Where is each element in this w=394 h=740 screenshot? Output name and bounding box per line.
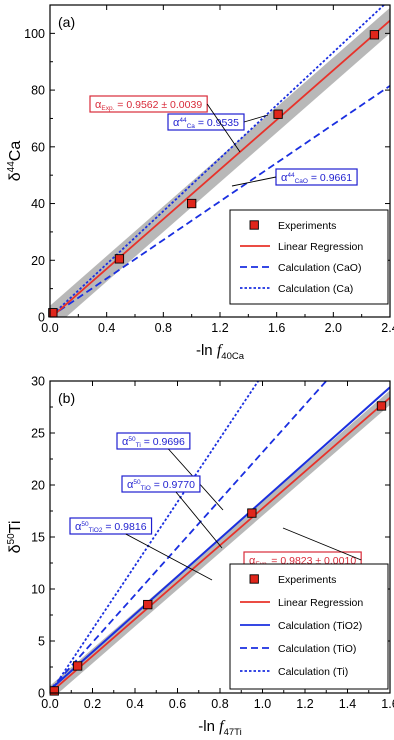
- x-tick-label: 1.6: [268, 321, 285, 335]
- y-axis-label: δ44Ca: [6, 141, 24, 182]
- panel-a-chart: 0.0 0.4 0.8 1.2 1.6 2.0 2.4 0 20 40 60 80 100 (a) -ln …: [6, 4, 394, 362]
- experiment-marker: [273, 109, 283, 119]
- experiment-marker: [376, 401, 387, 411]
- experiment-marker: [247, 508, 257, 518]
- legend: Experiments Linear Regression Calculation …: [229, 209, 389, 305]
- y-tick-label: 0: [38, 687, 45, 701]
- calculation-line: [50, 85, 390, 317]
- legend-label: Calculation (Ca): [278, 283, 353, 295]
- annotation: α50TiO2 = 0.9816: [69, 517, 213, 581]
- legend-label: Calculation (TiO): [278, 643, 356, 655]
- annotation-leader: [125, 533, 213, 581]
- y-tick-label: 20: [31, 479, 45, 493]
- legend-label: Linear Regression: [278, 241, 363, 253]
- x-tick-label: 2.0: [325, 321, 342, 335]
- y-tick-label: 25: [31, 427, 45, 441]
- x-tick-label: 0.0: [41, 321, 58, 335]
- annotation: α50Ti = 0.9696: [116, 432, 224, 511]
- annotation: α44CaO = 0.9661: [231, 168, 358, 187]
- plot-area: [50, 5, 390, 317]
- annotation-leader: [243, 114, 269, 123]
- legend-marker: [249, 220, 259, 230]
- annotation: α50TiO = 0.9770: [121, 475, 223, 549]
- legend-label: Calculation (CaO): [278, 262, 361, 274]
- panel-b-chart: 0.0 0.2 0.4 0.6 0.8 1.0 1.2 1.4 1.6 0 5 10 15 20 25 30 (…: [6, 375, 394, 739]
- x-tick-label: 1.2: [211, 321, 228, 335]
- annotation-text: α50TiO2 = 0.9816: [75, 521, 147, 534]
- y-tick-label: 0: [38, 311, 45, 325]
- annotation-leader: [206, 103, 241, 153]
- annotation-box: [116, 432, 191, 450]
- experiment-marker: [114, 254, 125, 264]
- x-tick-label: 1.4: [339, 697, 356, 711]
- experiment-marker: [187, 198, 197, 209]
- legend-label: Experiments: [278, 220, 336, 232]
- panel-label: (a): [58, 14, 75, 30]
- x-axis-label: -ln f47Ti: [198, 718, 241, 738]
- confidence-band: [50, 390, 390, 693]
- y-tick-label: 60: [31, 140, 45, 154]
- x-tick-label: 2.4: [381, 321, 394, 335]
- confidence-band: [50, 7, 390, 317]
- experiment-marker: [143, 599, 153, 610]
- annotation-box: [69, 517, 153, 535]
- y-tick-label: 5: [38, 635, 45, 649]
- y-tick-label: 40: [31, 197, 45, 211]
- annotation-leader: [282, 527, 362, 561]
- annotation-text: α44CaO = 0.9661: [281, 172, 352, 185]
- y-tick-label: 30: [31, 375, 45, 389]
- y-axis-label: δ50Ti: [6, 521, 24, 554]
- x-tick-label: 0.8: [211, 697, 228, 711]
- annotation-leader: [175, 491, 223, 549]
- annotation: αExp. = 0.9562 ± 0.0039: [89, 95, 241, 153]
- experiment-marker: [72, 661, 83, 671]
- legend-box: [229, 563, 389, 690]
- x-tick-label: 1.6: [381, 697, 394, 711]
- y-tick-label: 15: [31, 531, 45, 545]
- legend: Experiments Linear Regression Calculation …: [229, 563, 389, 690]
- annotation-text: α50Ti = 0.9696: [122, 436, 185, 449]
- experiment-marker: [49, 686, 59, 696]
- experiment-marker: [369, 30, 380, 40]
- legend-label: Calculation (TiO2): [278, 620, 362, 632]
- y-tick-label: 100: [24, 27, 45, 41]
- calculation-line: [50, 381, 327, 691]
- annotation-text: α44Ca = 0.9535: [173, 117, 239, 130]
- annotation: α44Ca = 0.9535: [167, 113, 269, 131]
- annotation-leader: [231, 176, 277, 187]
- x-tick-label: 0.4: [98, 321, 115, 335]
- calculation-line: [50, 381, 259, 693]
- annotation-text: α50TiO = 0.9770: [127, 479, 195, 492]
- y-tick-label: 10: [31, 583, 45, 597]
- legend-marker: [249, 574, 259, 584]
- y-tick-label: 20: [31, 254, 45, 268]
- x-tick-label: 0.4: [126, 697, 143, 711]
- regression-line: [50, 19, 390, 317]
- annotation-box: [121, 475, 201, 493]
- y-tick-label: 80: [31, 84, 45, 98]
- x-tick-label: 0.8: [155, 321, 172, 335]
- legend-label: Experiments: [278, 574, 336, 586]
- annotation-text: αExp. = 0.9562 ± 0.0039: [95, 99, 202, 112]
- x-axis-label: -ln f40Ca: [196, 342, 245, 362]
- annotation: αExp. = 0.9823 ± 0.0010: [243, 527, 362, 569]
- x-tick-label: 1.2: [296, 697, 313, 711]
- calculation-line: [50, 386, 390, 691]
- calculation-line: [50, 5, 386, 317]
- x-tick-label: 0.0: [41, 697, 58, 711]
- legend-label: Calculation (Ti): [278, 666, 348, 678]
- panel-label: (b): [58, 390, 75, 406]
- x-tick-label: 0.6: [169, 697, 186, 711]
- x-tick-label: 1.0: [254, 697, 271, 711]
- legend-label: Linear Regression: [278, 597, 363, 609]
- x-tick-label: 0.2: [84, 697, 101, 711]
